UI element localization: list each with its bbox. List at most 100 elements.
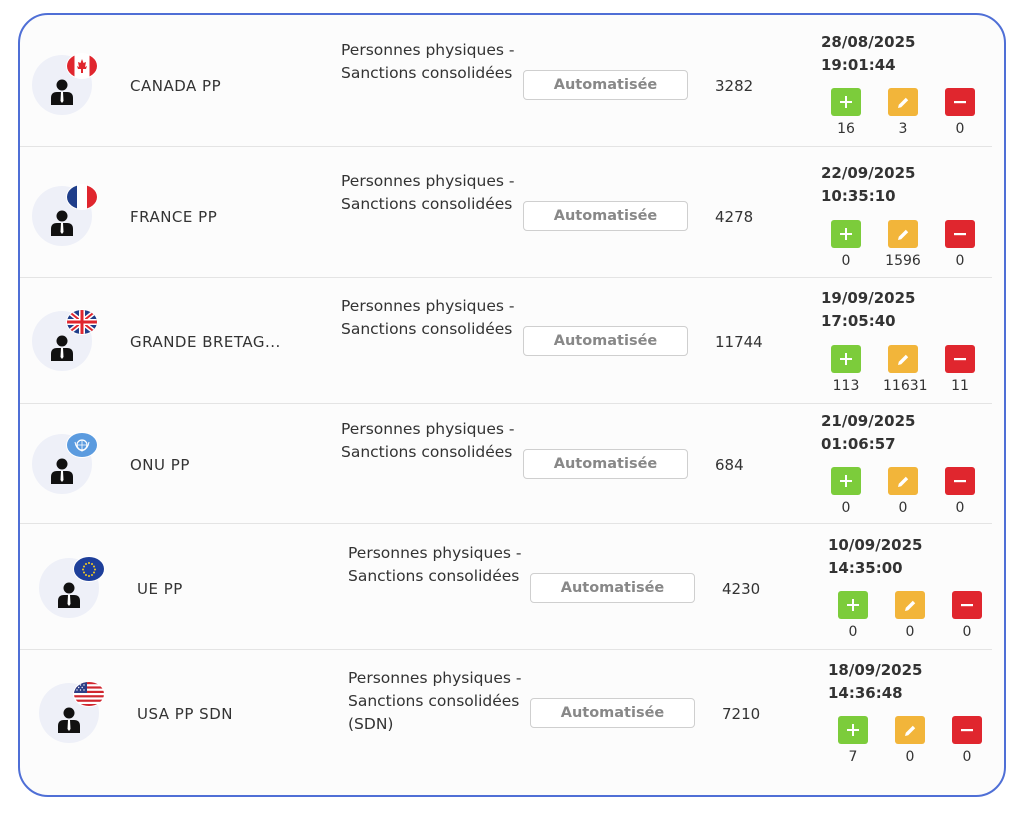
minus-icon — [954, 233, 966, 236]
plus-icon — [840, 475, 852, 487]
list-name: GRANDE BRETAG... — [130, 333, 281, 351]
delete-button[interactable] — [952, 591, 982, 619]
add-button[interactable] — [838, 716, 868, 744]
person-icon — [51, 79, 73, 105]
edit-button[interactable] — [888, 88, 918, 116]
deleted-count: 0 — [962, 624, 972, 640]
mode-badge: Automatisée — [523, 70, 688, 100]
pencil-icon — [904, 600, 915, 611]
table-row[interactable]: GRANDE BRETAG... Personnes physiques - S… — [20, 277, 992, 404]
mode-badge: Automatisée — [530, 698, 695, 728]
time-text: 14:36:48 — [828, 684, 903, 702]
entry-count: 684 — [715, 456, 744, 474]
plus-icon — [840, 96, 852, 108]
table-row[interactable]: CANADA PP Personnes physiques - Sanction… — [20, 15, 992, 147]
table-row[interactable]: UE PP Personnes physiques - Sanctions co… — [20, 523, 992, 650]
last-update-date: 19/09/2025 17:05:40 — [821, 287, 951, 333]
list-description: Personnes physiques - Sanctions consolid… — [341, 172, 515, 213]
un-flag-icon — [66, 432, 98, 458]
edited-count: 0 — [905, 749, 915, 765]
mode-badge: Automatisée — [523, 201, 688, 231]
eu-flag-icon — [73, 556, 105, 582]
delete-button[interactable] — [945, 220, 975, 248]
edited-count: 1596 — [885, 253, 921, 269]
pencil-icon — [904, 725, 915, 736]
person-icon — [58, 582, 80, 608]
plus-icon — [840, 353, 852, 365]
last-update-date: 10/09/2025 14:35:00 — [828, 534, 958, 580]
table-row[interactable]: USA PP SDN Personnes physiques - Sanctio… — [20, 649, 992, 795]
edit-button[interactable] — [895, 716, 925, 744]
edit-button[interactable] — [888, 220, 918, 248]
plus-icon — [840, 228, 852, 240]
last-update-date: 22/09/2025 10:35:10 — [821, 162, 951, 208]
delete-button[interactable] — [952, 716, 982, 744]
edit-button[interactable] — [895, 591, 925, 619]
entry-count: 7210 — [722, 705, 761, 723]
pencil-icon — [897, 229, 908, 240]
delete-button[interactable] — [945, 88, 975, 116]
time-text: 19:01:44 — [821, 56, 896, 74]
list-name: FRANCE PP — [130, 208, 218, 226]
deleted-count: 0 — [962, 749, 972, 765]
add-button[interactable] — [831, 88, 861, 116]
canada-flag-icon — [66, 53, 98, 79]
france-flag-icon — [66, 184, 98, 210]
date-text: 28/08/2025 — [821, 33, 916, 51]
date-text: 19/09/2025 — [821, 289, 916, 307]
minus-icon — [954, 101, 966, 104]
list-name: ONU PP — [130, 456, 190, 474]
list-description: Personnes physiques - Sanctions consolid… — [341, 297, 515, 338]
date-text: 21/09/2025 — [821, 412, 916, 430]
pencil-icon — [897, 476, 908, 487]
list-description: Personnes physiques - Sanctions consolid… — [341, 420, 515, 461]
add-button[interactable] — [831, 220, 861, 248]
table-row[interactable]: ONU PP Personnes physiques - Sanctions c… — [20, 403, 992, 524]
list-description: Personnes physiques - Sanctions consolid… — [341, 41, 515, 82]
add-button[interactable] — [831, 345, 861, 373]
time-text: 10:35:10 — [821, 187, 896, 205]
added-count: 0 — [841, 253, 851, 269]
delete-button[interactable] — [945, 345, 975, 373]
entry-count: 4278 — [715, 208, 754, 226]
usa-flag-icon — [73, 681, 105, 707]
date-text: 10/09/2025 — [828, 536, 923, 554]
mode-badge: Automatisée — [523, 326, 688, 356]
time-text: 01:06:57 — [821, 435, 896, 453]
table-row[interactable]: FRANCE PP Personnes physiques - Sanction… — [20, 146, 992, 278]
last-update-date: 21/09/2025 01:06:57 — [821, 410, 951, 456]
deleted-count: 0 — [955, 121, 965, 137]
date-text: 18/09/2025 — [828, 661, 923, 679]
minus-icon — [954, 358, 966, 361]
added-count: 0 — [841, 500, 851, 516]
edited-count: 0 — [905, 624, 915, 640]
list-name: CANADA PP — [130, 77, 222, 95]
added-count: 113 — [832, 378, 860, 394]
person-icon — [51, 335, 73, 361]
delete-button[interactable] — [945, 467, 975, 495]
plus-icon — [847, 724, 859, 736]
mode-badge: Automatisée — [530, 573, 695, 603]
pencil-icon — [897, 97, 908, 108]
last-update-date: 18/09/2025 14:36:48 — [828, 659, 958, 705]
edited-count: 3 — [898, 121, 908, 137]
add-button[interactable] — [831, 467, 861, 495]
edit-button[interactable] — [888, 467, 918, 495]
deleted-count: 0 — [955, 253, 965, 269]
minus-icon — [961, 729, 973, 732]
edit-button[interactable] — [888, 345, 918, 373]
sanctions-list-panel: CANADA PP Personnes physiques - Sanction… — [18, 13, 1006, 797]
date-text: 22/09/2025 — [821, 164, 916, 182]
person-icon — [51, 210, 73, 236]
person-icon — [58, 707, 80, 733]
last-update-date: 28/08/2025 19:01:44 — [821, 31, 951, 77]
list-name: USA PP SDN — [137, 705, 233, 723]
list-name: UE PP — [137, 580, 183, 598]
add-button[interactable] — [838, 591, 868, 619]
entry-count: 11744 — [715, 333, 763, 351]
added-count: 7 — [848, 749, 858, 765]
deleted-count: 11 — [951, 378, 969, 394]
list-description: Personnes physiques - Sanctions consolid… — [348, 669, 522, 733]
deleted-count: 0 — [955, 500, 965, 516]
pencil-icon — [897, 354, 908, 365]
